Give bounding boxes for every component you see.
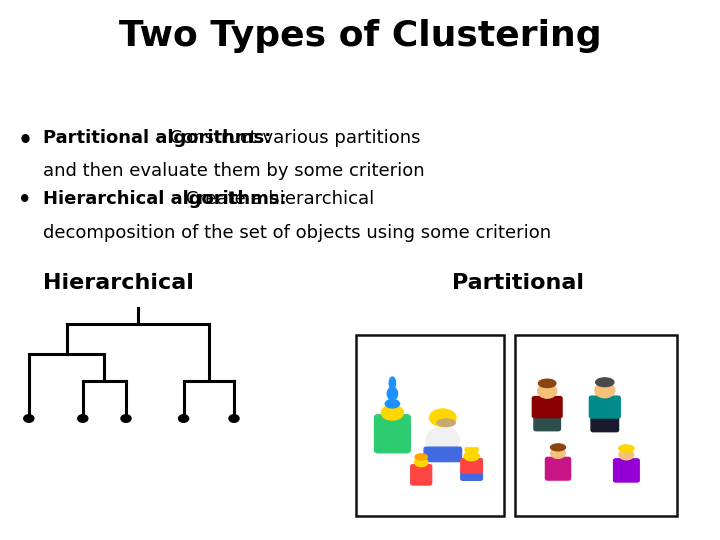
Ellipse shape — [382, 405, 403, 420]
FancyBboxPatch shape — [461, 458, 482, 473]
Ellipse shape — [619, 450, 634, 460]
FancyBboxPatch shape — [613, 459, 639, 482]
Ellipse shape — [473, 448, 475, 451]
Ellipse shape — [618, 445, 634, 452]
Ellipse shape — [390, 377, 395, 389]
Text: Hierarchical algorithms:: Hierarchical algorithms: — [43, 190, 287, 208]
Ellipse shape — [595, 378, 614, 387]
Text: Partitional algorithms:: Partitional algorithms: — [43, 129, 271, 146]
Circle shape — [229, 415, 239, 422]
Ellipse shape — [551, 448, 565, 458]
Text: and then evaluate them by some criterion: and then evaluate them by some criterion — [43, 162, 425, 180]
Ellipse shape — [595, 383, 615, 398]
Circle shape — [78, 415, 88, 422]
Ellipse shape — [471, 448, 473, 451]
FancyBboxPatch shape — [424, 447, 462, 462]
FancyBboxPatch shape — [591, 415, 618, 431]
Ellipse shape — [387, 387, 397, 400]
FancyBboxPatch shape — [534, 414, 560, 431]
Ellipse shape — [437, 419, 455, 427]
Ellipse shape — [385, 400, 400, 408]
Ellipse shape — [426, 427, 459, 454]
Ellipse shape — [468, 448, 470, 451]
Text: •: • — [18, 190, 32, 210]
Circle shape — [24, 415, 34, 422]
FancyBboxPatch shape — [532, 396, 562, 417]
Text: Hierarchical: Hierarchical — [43, 273, 194, 293]
Circle shape — [121, 415, 131, 422]
Bar — [515, 335, 677, 516]
Text: Two Types of Clustering: Two Types of Clustering — [119, 19, 601, 53]
FancyBboxPatch shape — [546, 457, 570, 480]
Ellipse shape — [538, 384, 557, 398]
Ellipse shape — [415, 454, 428, 460]
Text: •: • — [18, 129, 33, 152]
FancyBboxPatch shape — [461, 470, 482, 481]
FancyBboxPatch shape — [374, 415, 410, 453]
FancyBboxPatch shape — [410, 464, 432, 485]
Bar — [356, 335, 504, 516]
Circle shape — [179, 415, 189, 422]
Text: Partitional: Partitional — [452, 273, 585, 293]
Text: Construct various partitions: Construct various partitions — [164, 129, 420, 146]
Ellipse shape — [430, 409, 456, 427]
Ellipse shape — [464, 451, 480, 461]
Ellipse shape — [465, 448, 467, 451]
Ellipse shape — [415, 458, 428, 467]
Text: Create a hierarchical: Create a hierarchical — [180, 190, 374, 208]
FancyBboxPatch shape — [590, 396, 620, 418]
Ellipse shape — [476, 448, 478, 451]
Text: decomposition of the set of objects using some criterion: decomposition of the set of objects usin… — [43, 224, 552, 241]
Ellipse shape — [551, 444, 565, 451]
Ellipse shape — [539, 379, 556, 388]
